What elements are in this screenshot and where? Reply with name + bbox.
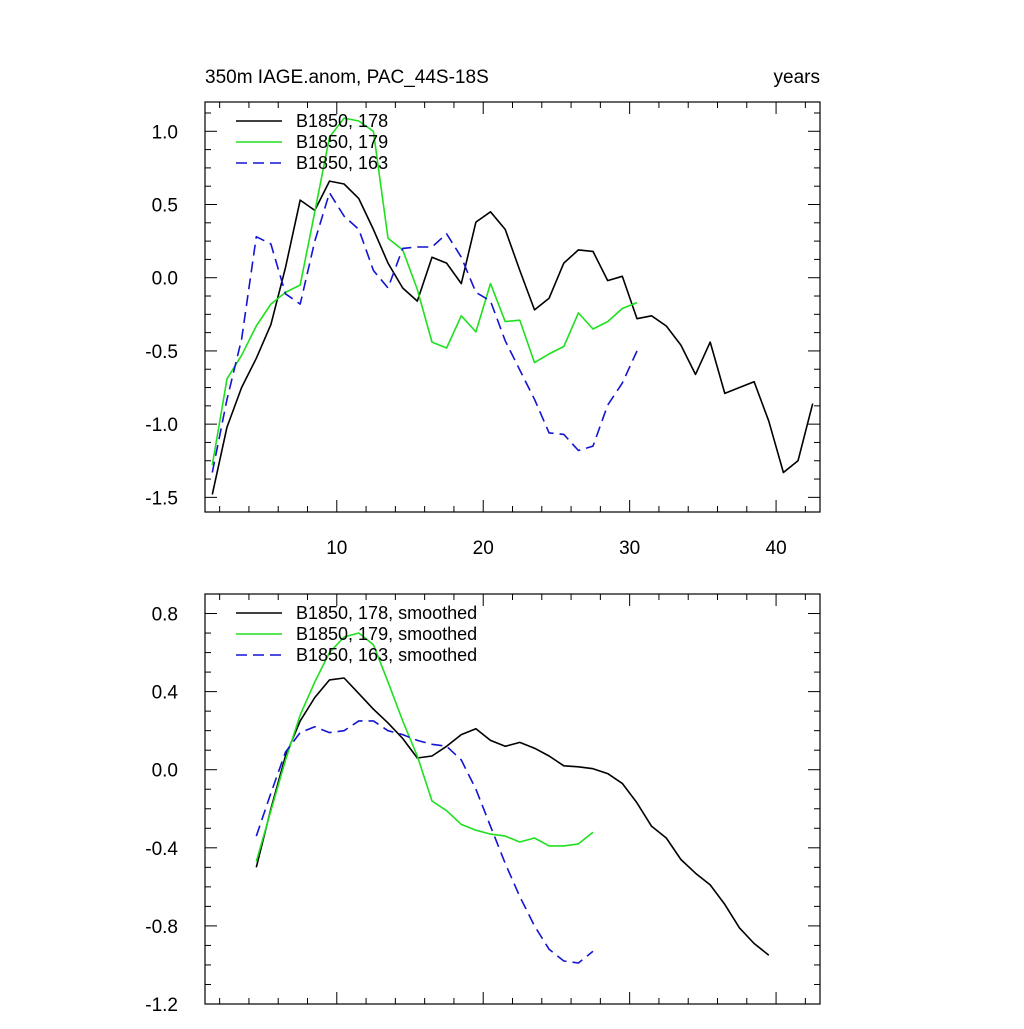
series-line-3 — [255, 720, 594, 964]
y-tick-label: 0.8 — [152, 605, 178, 626]
y-tick-label: -0.8 — [145, 917, 178, 938]
legend-label-1: B1850, 178 — [296, 111, 388, 131]
x-tick-label: 40 — [766, 538, 787, 559]
legend-label-2: B1850, 179, smoothed — [296, 624, 477, 644]
y-tick-label: 0.4 — [152, 683, 179, 704]
x-tick-label: 20 — [473, 538, 494, 559]
legend-label-2: B1850, 179 — [296, 132, 388, 152]
legend-label-3: B1850, 163 — [296, 153, 388, 173]
y-tick-label: 0.0 — [152, 269, 178, 290]
y-tick-label: -0.5 — [145, 342, 178, 363]
series-line-1 — [211, 180, 814, 495]
y-tick-label: -1.2 — [145, 995, 178, 1016]
top-panel: 350m IAGE.anom, PAC_44S-18S years 10 20 30… — [145, 67, 821, 559]
x-tick-label: 30 — [619, 538, 640, 559]
legend-label-1: B1850, 178, smoothed — [296, 603, 477, 623]
chart-title: 350m IAGE.anom, PAC_44S-18S — [205, 67, 489, 88]
series-line-2 — [211, 117, 638, 466]
y-tick-label: -1.0 — [145, 415, 178, 436]
series-line-1 — [255, 677, 770, 956]
y-tick-label: -1.5 — [145, 488, 178, 509]
legend-label-3: B1850, 163, smoothed — [296, 645, 477, 665]
x-tick-label: 10 — [326, 538, 347, 559]
series-line-3 — [211, 192, 638, 473]
y-tick-label: 1.0 — [152, 122, 178, 143]
y-tick-label: 0.0 — [152, 761, 178, 782]
chart-title-right: years — [774, 67, 820, 88]
series-line-2 — [255, 632, 594, 862]
bottom-panel: -1.2 -0.8 -0.4 0.0 0.4 0.8 B1850, 178, smoothe… — [145, 593, 821, 1016]
y-tick-label: -0.4 — [145, 839, 178, 860]
y-tick-label: 0.5 — [152, 196, 178, 217]
